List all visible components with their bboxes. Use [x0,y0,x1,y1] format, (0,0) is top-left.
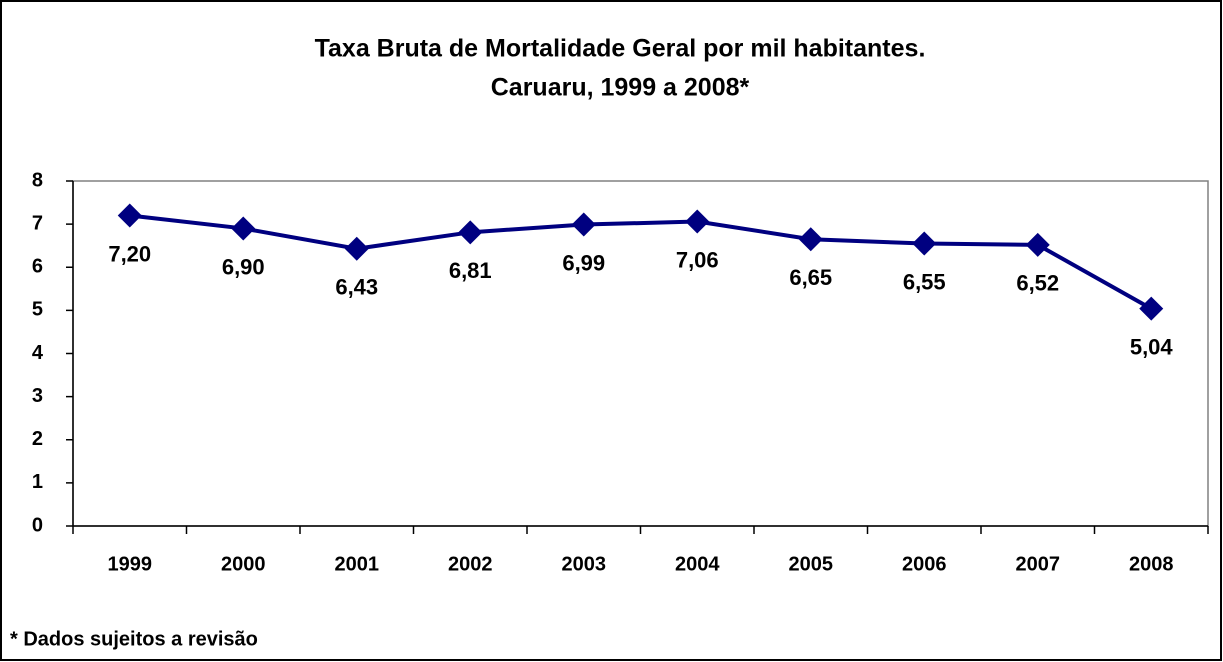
x-tick-label: 2004 [675,553,720,575]
data-label: 6,81 [449,258,492,283]
x-tick-label: 2002 [448,553,493,575]
x-tick-label: 2003 [562,553,607,575]
marker [458,220,483,245]
data-label: 7,20 [108,241,151,266]
data-label: 6,52 [1016,271,1059,296]
data-label: 5,04 [1130,334,1174,359]
y-tick-label: 6 [32,256,43,278]
x-tick-label: 2006 [902,553,947,575]
x-tick-label: 1999 [108,553,153,575]
data-label: 6,43 [335,275,378,300]
data-label: 6,99 [562,250,605,275]
x-tick-label: 2008 [1129,553,1174,575]
marker [571,212,596,237]
marker [231,216,256,241]
marker [117,203,142,228]
data-label: 6,90 [222,254,265,279]
marker [344,236,369,261]
marker [912,231,937,256]
line [129,213,1153,311]
x-tick-label: 2007 [1016,553,1061,575]
data-label: 6,65 [789,265,832,290]
y-tick-label: 0 [32,514,43,536]
data-label: 6,55 [903,269,946,294]
footnote: * Dados sujeitos a revisão [10,628,258,650]
x-tick-label: 2001 [335,553,380,575]
marker [1139,296,1164,321]
y-tick-label: 8 [32,169,43,191]
marker [798,227,823,252]
data-label: 7,06 [676,247,719,272]
y-tick-label: 1 [32,471,43,493]
marker [1025,232,1050,257]
marker [685,209,710,234]
x-tick-label: 2005 [789,553,834,575]
y-tick-label: 5 [32,299,43,321]
chart-title: Taxa Bruta de Mortalidade Geral por mil … [315,35,926,63]
y-tick-label: 2 [32,428,43,450]
chart-subtitle: Caruaru, 1999 a 2008* [491,74,750,102]
y-tick-label: 4 [32,342,44,364]
x-tick-label: 2000 [221,553,266,575]
y-tick-label: 7 [32,212,43,234]
y-tick-label: 3 [32,385,43,407]
